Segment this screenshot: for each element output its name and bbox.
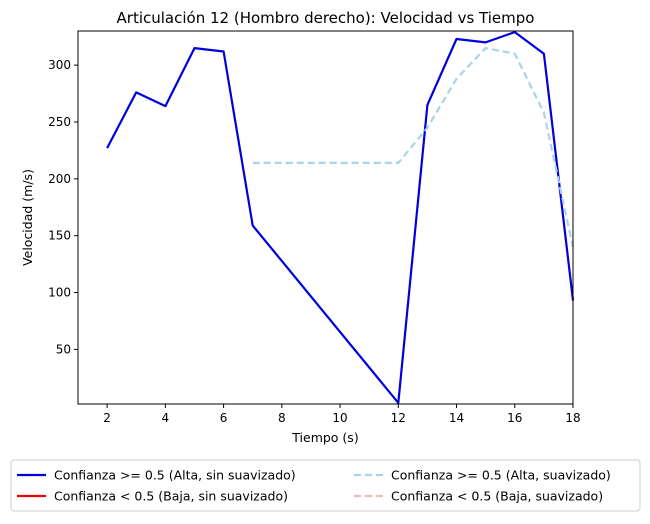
y-tick-label: 200 bbox=[48, 172, 71, 186]
series-layer bbox=[106, 30, 575, 404]
plot-area-frame bbox=[77, 30, 574, 405]
x-tick-label: 4 bbox=[162, 411, 170, 425]
x-tick-label: 2 bbox=[103, 411, 111, 425]
x-tick-label: 10 bbox=[332, 411, 347, 425]
legend-box bbox=[10, 459, 641, 512]
legend: Confianza >= 0.5 (Alta, sin suavizado) Co… bbox=[10, 459, 641, 512]
x-tick-label: 6 bbox=[220, 411, 228, 425]
legend-label-1: Confianza < 0.5 (Baja, sin suavizado) bbox=[54, 489, 288, 504]
x-tick-label: 18 bbox=[565, 411, 580, 425]
legend-label-2: Confianza >= 0.5 (Alta, suavizado) bbox=[391, 468, 611, 483]
y-tick-label: 300 bbox=[48, 58, 71, 72]
x-tick-label: 8 bbox=[278, 411, 286, 425]
x-tick-label: 16 bbox=[507, 411, 522, 425]
series-line-2 bbox=[252, 46, 575, 248]
y-tick-label: 100 bbox=[48, 286, 71, 300]
series-line-0 bbox=[106, 30, 575, 404]
x-tick-label: 14 bbox=[449, 411, 464, 425]
chart-title: Articulación 12 (Hombro derecho): Veloci… bbox=[117, 9, 535, 27]
legend-label-3: Confianza < 0.5 (Baja, suavizado) bbox=[391, 489, 603, 504]
y-tick-label: 150 bbox=[48, 229, 71, 243]
ticks-layer: 2 4 6 8 10 12 14 16 18 50 100 150 200 250 300 bbox=[48, 58, 581, 425]
legend-label-0: Confianza >= 0.5 (Alta, sin suavizado) bbox=[54, 468, 296, 483]
x-axis-label: Tiempo (s) bbox=[291, 430, 358, 445]
y-tick-label: 50 bbox=[56, 342, 71, 356]
x-tick-label: 12 bbox=[391, 411, 406, 425]
y-tick-label: 250 bbox=[48, 115, 71, 129]
y-axis-label: Velocidad (m/s) bbox=[20, 169, 35, 266]
